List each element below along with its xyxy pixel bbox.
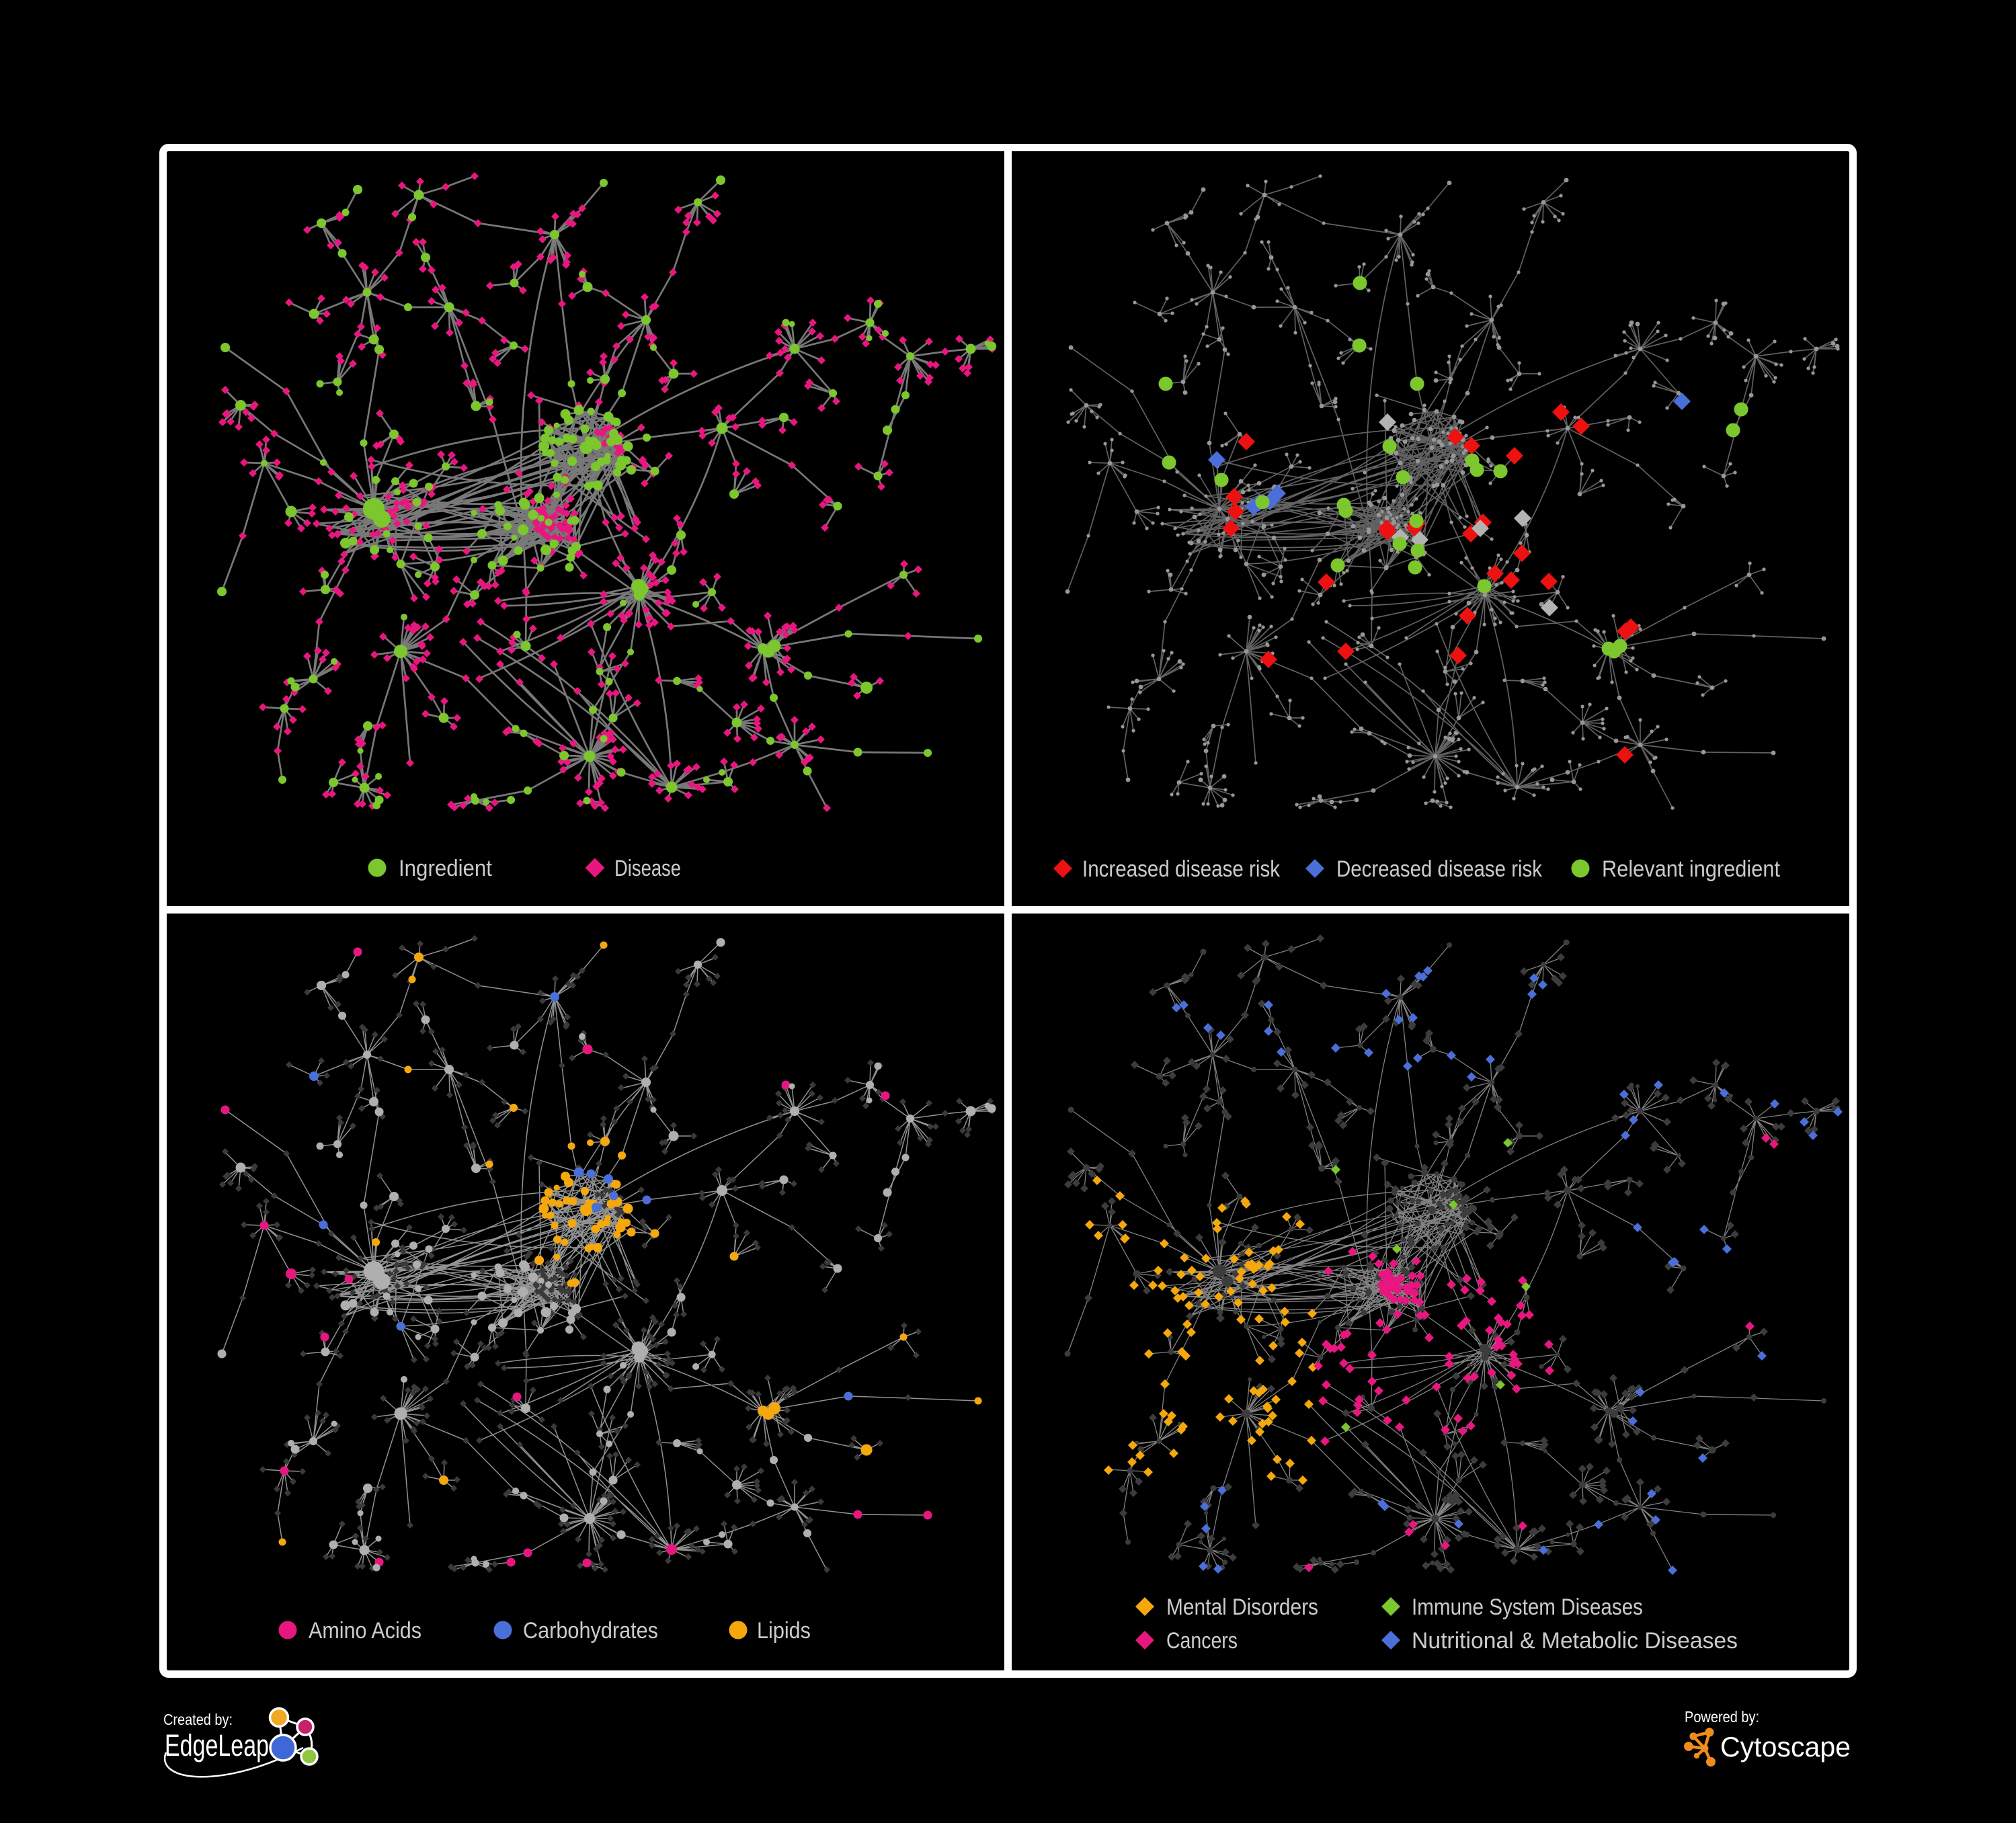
svg-text:Relevant ingredient: Relevant ingredient <box>1602 856 1781 882</box>
svg-text:Nutritional & Metabolic Diseas: Nutritional & Metabolic Diseases <box>1412 1628 1738 1654</box>
svg-text:Carbohydrates: Carbohydrates <box>523 1618 658 1644</box>
svg-text:Decreased disease risk: Decreased disease risk <box>1336 856 1543 882</box>
svg-text:Created by:: Created by: <box>163 1711 233 1728</box>
svg-text:EdgeLeap: EdgeLeap <box>165 1728 269 1763</box>
svg-text:Powered by:: Powered by: <box>1685 1708 1759 1726</box>
svg-text:Amino Acids: Amino Acids <box>309 1618 421 1644</box>
svg-text:Cytoscape: Cytoscape <box>1720 1731 1851 1763</box>
svg-text:Disease: Disease <box>614 856 681 881</box>
svg-text:Cancers: Cancers <box>1166 1628 1238 1654</box>
svg-text:Immune System Diseases: Immune System Diseases <box>1412 1594 1643 1620</box>
svg-text:Ingredient: Ingredient <box>399 856 492 881</box>
svg-text:Mental Disorders: Mental Disorders <box>1166 1594 1318 1620</box>
svg-text:Increased disease risk: Increased disease risk <box>1082 856 1281 882</box>
svg-text:Lipids: Lipids <box>757 1618 811 1644</box>
